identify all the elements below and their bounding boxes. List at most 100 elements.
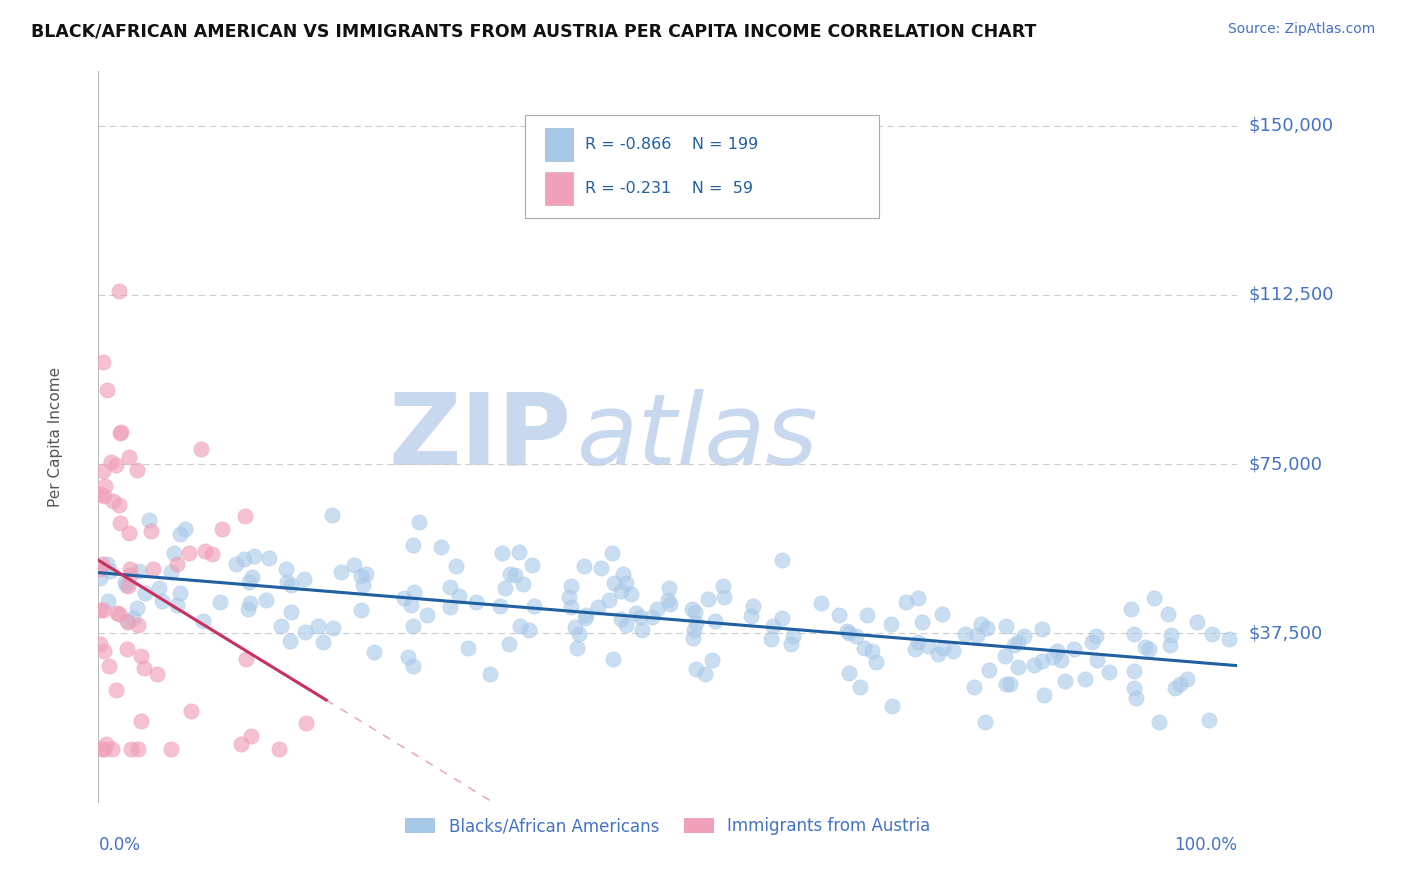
Text: 100.0%: 100.0% (1174, 836, 1237, 854)
Point (292, 572, 315, 586)
Point (89, 637, 111, 651)
Point (100, 455, 122, 469)
Point (142, 562, 165, 576)
Point (762, 618, 785, 632)
Point (1187, 615, 1209, 629)
Point (1125, 691, 1147, 706)
Point (565, 640, 588, 655)
Point (118, 567, 141, 582)
Point (612, 566, 634, 581)
Point (307, 619, 329, 633)
Point (211, 522, 233, 536)
Point (93, 741, 115, 756)
Point (89, 602, 111, 616)
FancyBboxPatch shape (546, 128, 574, 161)
Point (89, 487, 111, 501)
Point (770, 553, 793, 567)
Text: R = -0.866    N = 199: R = -0.866 N = 199 (585, 137, 758, 152)
Point (713, 591, 735, 605)
Point (849, 680, 872, 694)
Point (105, 683, 128, 698)
Point (350, 603, 373, 617)
Point (402, 659, 425, 673)
Point (107, 284, 129, 298)
Point (162, 546, 184, 560)
Point (1033, 688, 1056, 702)
Point (148, 581, 170, 595)
Point (236, 602, 259, 616)
Point (138, 513, 160, 527)
Point (104, 458, 127, 473)
Point (628, 610, 651, 624)
Point (609, 583, 631, 598)
Point (602, 652, 624, 666)
Point (759, 632, 782, 646)
Point (517, 623, 540, 637)
Point (280, 605, 302, 619)
Point (976, 621, 998, 635)
Point (166, 557, 188, 571)
Point (1042, 650, 1064, 665)
Point (166, 598, 188, 612)
Point (509, 619, 531, 633)
Point (429, 540, 451, 554)
Point (742, 599, 765, 613)
Point (1050, 652, 1073, 666)
Point (1160, 628, 1182, 642)
Point (740, 609, 762, 624)
Point (1002, 638, 1025, 652)
FancyBboxPatch shape (546, 172, 574, 205)
Point (896, 595, 918, 609)
Point (591, 561, 613, 575)
Point (1031, 622, 1053, 636)
Point (295, 715, 318, 730)
Point (685, 615, 707, 630)
Point (402, 619, 425, 633)
Point (89, 562, 111, 576)
Point (229, 737, 252, 751)
Point (179, 546, 201, 560)
Point (647, 602, 669, 616)
Point (134, 586, 156, 600)
Point (1218, 632, 1240, 646)
Point (963, 681, 986, 695)
Point (503, 568, 526, 582)
Point (120, 561, 142, 575)
Point (838, 625, 860, 640)
Point (810, 596, 832, 610)
Point (270, 619, 292, 633)
Text: ZIP: ZIP (388, 389, 571, 485)
Point (254, 593, 277, 607)
Point (354, 566, 377, 581)
Point (392, 591, 415, 605)
Point (350, 569, 373, 583)
Point (574, 610, 596, 624)
Point (586, 600, 609, 615)
Point (240, 569, 263, 583)
Point (94, 738, 117, 752)
Point (117, 615, 139, 630)
Point (560, 599, 582, 614)
Point (233, 551, 256, 566)
Point (907, 591, 929, 605)
Point (91, 603, 114, 617)
Point (127, 741, 149, 756)
Point (243, 549, 266, 564)
Point (108, 607, 131, 621)
Point (970, 616, 993, 631)
Point (853, 640, 876, 655)
Point (108, 516, 131, 531)
FancyBboxPatch shape (526, 115, 879, 218)
Point (711, 579, 734, 593)
Point (598, 593, 620, 607)
Point (610, 612, 633, 626)
Point (239, 729, 262, 743)
Point (966, 628, 988, 642)
Point (93, 479, 115, 493)
Point (681, 602, 703, 616)
Point (439, 600, 461, 615)
Point (120, 741, 142, 756)
Point (1133, 640, 1156, 654)
Point (90, 557, 112, 571)
Point (235, 652, 257, 666)
